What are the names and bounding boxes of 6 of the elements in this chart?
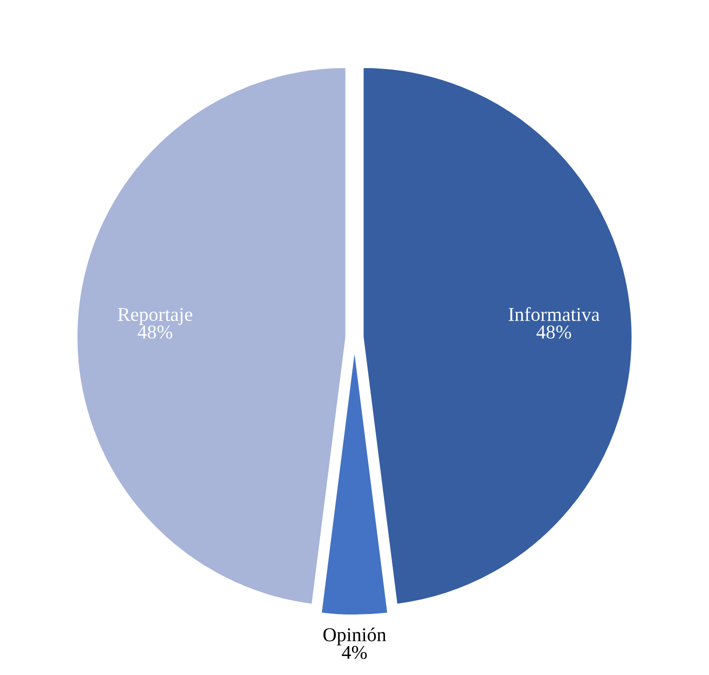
slice-label: Opinión bbox=[323, 628, 386, 646]
data-label: 48% bbox=[536, 326, 572, 339]
data-label: 48% bbox=[138, 326, 172, 339]
data-label: 4% bbox=[342, 646, 367, 660]
slice-label: Informativa bbox=[508, 307, 600, 322]
slice-label: Reportaje bbox=[118, 308, 192, 325]
